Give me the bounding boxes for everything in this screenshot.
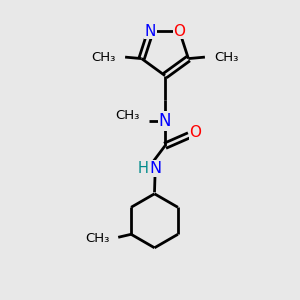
- Text: H: H: [138, 161, 148, 176]
- Text: CH₃: CH₃: [86, 232, 110, 245]
- Text: N: N: [145, 24, 156, 39]
- Text: N: N: [149, 161, 161, 176]
- Text: CH₃: CH₃: [115, 109, 140, 122]
- Text: CH₃: CH₃: [214, 51, 238, 64]
- Text: CH₃: CH₃: [92, 51, 116, 64]
- Text: O: O: [173, 24, 185, 39]
- Text: O: O: [190, 125, 202, 140]
- Text: N: N: [159, 112, 171, 130]
